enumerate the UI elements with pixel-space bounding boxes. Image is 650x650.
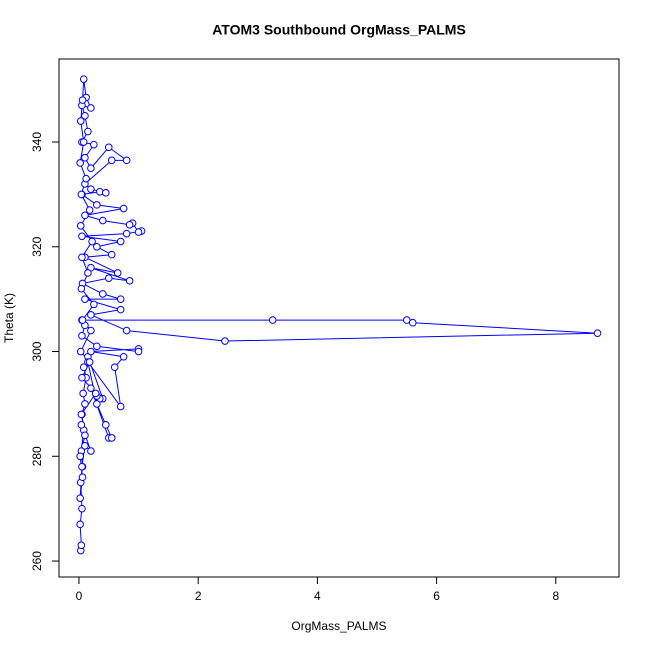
point xyxy=(268,316,277,324)
point xyxy=(77,410,86,419)
point xyxy=(101,421,110,429)
point xyxy=(87,326,95,335)
point xyxy=(101,189,110,197)
point xyxy=(81,112,89,120)
point xyxy=(77,421,86,429)
point xyxy=(125,277,134,285)
point xyxy=(85,358,94,366)
point xyxy=(107,434,116,442)
point xyxy=(116,305,125,314)
y-tick-label: 280 xyxy=(30,446,44,466)
point xyxy=(78,316,87,324)
point xyxy=(84,127,92,136)
point xyxy=(134,347,143,356)
point xyxy=(93,242,101,251)
point xyxy=(87,311,95,319)
point xyxy=(87,185,95,193)
point xyxy=(77,284,86,293)
point xyxy=(119,352,128,361)
point xyxy=(78,96,87,104)
y-tick-label: 320 xyxy=(30,236,44,256)
y-tick-label: 340 xyxy=(30,132,44,152)
point xyxy=(78,462,86,471)
point xyxy=(81,431,89,440)
point xyxy=(119,204,128,213)
point xyxy=(76,159,84,167)
point xyxy=(81,211,89,220)
point xyxy=(122,156,131,165)
point xyxy=(134,228,143,236)
point xyxy=(87,384,95,392)
point xyxy=(107,250,116,259)
x-tick-label: 0 xyxy=(76,589,83,603)
point xyxy=(87,447,95,455)
point xyxy=(76,117,85,125)
point xyxy=(81,153,89,162)
y-tick-label: 260 xyxy=(30,551,44,571)
point xyxy=(90,300,98,309)
point xyxy=(116,402,125,411)
point xyxy=(99,290,107,298)
point xyxy=(113,269,122,277)
point xyxy=(99,216,107,225)
point xyxy=(125,220,134,229)
point xyxy=(76,452,84,461)
point xyxy=(116,237,125,246)
point xyxy=(88,237,96,246)
chart-title: ATOM3 Southbound OrgMass_PALMS xyxy=(212,22,466,38)
point xyxy=(93,201,101,209)
point xyxy=(79,389,87,398)
point xyxy=(593,329,602,337)
point xyxy=(76,222,85,230)
point xyxy=(87,347,95,356)
point xyxy=(122,229,131,238)
point xyxy=(79,363,88,372)
point xyxy=(104,143,113,152)
point xyxy=(87,164,95,173)
x-tick-label: 6 xyxy=(433,589,440,603)
point xyxy=(82,174,90,183)
point xyxy=(81,441,89,450)
point xyxy=(79,75,88,83)
point xyxy=(408,318,417,327)
point xyxy=(78,253,86,262)
point xyxy=(78,332,86,340)
x-tick-label: 8 xyxy=(552,589,559,603)
point xyxy=(90,140,98,149)
point xyxy=(122,326,131,335)
point xyxy=(116,295,125,303)
point xyxy=(107,156,116,165)
point xyxy=(93,342,101,351)
point xyxy=(77,190,86,199)
x-tick-label: 4 xyxy=(314,589,321,603)
point xyxy=(91,389,100,398)
point xyxy=(104,274,113,282)
point xyxy=(76,494,84,502)
point xyxy=(78,373,86,382)
point xyxy=(81,295,89,303)
y-axis-label: Theta (K) xyxy=(2,293,16,343)
point xyxy=(93,400,101,408)
x-tick-label: 2 xyxy=(195,589,202,603)
point xyxy=(110,363,119,372)
point xyxy=(221,337,229,345)
line xyxy=(79,79,598,551)
x-axis-label: OrgMass_PALMS xyxy=(291,619,386,633)
point xyxy=(78,473,87,482)
point xyxy=(76,520,84,529)
point xyxy=(76,347,85,356)
point xyxy=(78,504,86,513)
point xyxy=(78,232,86,241)
point xyxy=(79,138,88,146)
point xyxy=(81,400,89,408)
point xyxy=(87,104,95,112)
point xyxy=(85,206,94,214)
point xyxy=(84,269,92,277)
point xyxy=(77,541,86,550)
plot-box xyxy=(58,58,620,578)
y-tick-label: 300 xyxy=(30,341,44,361)
